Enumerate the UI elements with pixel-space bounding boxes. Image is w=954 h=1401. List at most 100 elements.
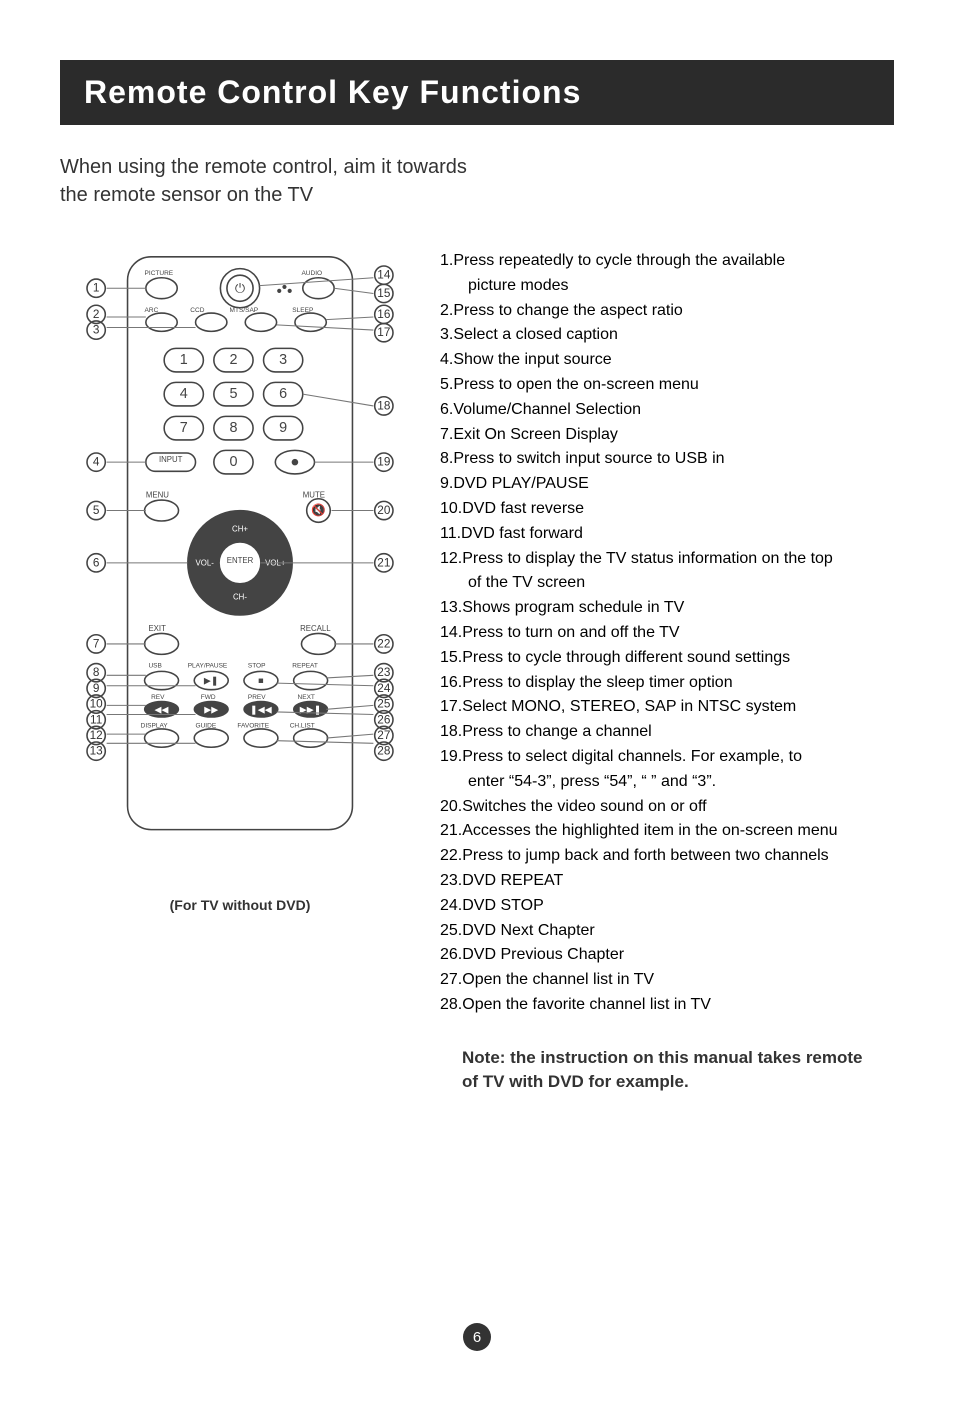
svg-text:10: 10 [90,698,104,711]
svg-text:■: ■ [258,676,264,686]
desc-line: 15.Press to cycle through different soun… [440,646,894,671]
svg-text:FWD: FWD [201,694,216,701]
desc-line: 3.Select a closed caption [440,323,894,348]
label-picture: PICTURE [145,270,174,277]
svg-text:22: 22 [377,637,390,650]
desc-line: 2.Press to change the aspect ratio [440,299,894,324]
arc-button [146,313,177,331]
svg-text:◀◀: ◀◀ [155,704,169,714]
desc-line: 18.Press to change a channel [440,720,894,745]
descriptions-column: 1.Press repeatedly to cycle through the … [440,249,894,1095]
note-text: Note: the instruction on this manual tak… [440,1046,880,1095]
svg-text:1: 1 [180,352,188,368]
desc-line: 12.Press to display the TV status inform… [440,547,894,572]
nav-vol-minus: VOL- [196,558,215,567]
svg-text:18: 18 [377,399,391,412]
desc-line: 14.Press to turn on and off the TV [440,621,894,646]
label-menu: MENU [146,490,169,499]
desc-line: 1.Press repeatedly to cycle through the … [440,249,894,274]
desc-line: of the TV screen [440,571,894,596]
svg-text:REPEAT: REPEAT [292,662,318,669]
svg-text:7: 7 [180,420,188,436]
page-number: 6 [463,1323,491,1351]
svg-text:5: 5 [229,386,237,402]
desc-line: 25.DVD Next Chapter [440,919,894,944]
page-root: Remote Control Key Functions When using … [0,0,954,1401]
label-arc: ARC [145,307,159,314]
svg-text:3: 3 [279,352,287,368]
svg-text:5: 5 [93,504,100,517]
label-mute: MUTE [303,490,325,499]
callouts-right: 14 15 16 17 18 19 20 21 22 23 24 25 26 2… [260,266,393,760]
svg-text:3: 3 [93,324,100,337]
led-dot-3 [288,290,291,293]
svg-text:13: 13 [90,745,104,758]
desc-line: 21.Accesses the highlighted item in the … [440,819,894,844]
nav-enter-label: ENTER [227,556,254,565]
svg-text:9: 9 [93,682,100,695]
exit-button [145,633,179,654]
desc-line: 24.DVD STOP [440,894,894,919]
svg-text:28: 28 [377,745,391,758]
svg-text:17: 17 [377,326,390,339]
svg-text:2: 2 [93,308,100,321]
svg-text:21: 21 [377,556,390,569]
svg-text:15: 15 [377,287,391,300]
nav-ch-minus: CH- [233,592,247,601]
svg-text:23: 23 [377,666,391,679]
svg-text:25: 25 [377,698,391,711]
svg-text:12: 12 [90,729,103,742]
svg-text:11: 11 [90,713,102,726]
desc-line: 20.Switches the video sound on or off [440,795,894,820]
menu-button [145,500,179,521]
desc-line: enter “54-3”, press “54”, “ ” and “3”. [440,770,894,795]
svg-text:NEXT: NEXT [298,694,315,701]
led-dot-2 [283,286,286,289]
label-audio: AUDIO [301,270,322,277]
desc-line: 27.Open the channel list in TV [440,968,894,993]
remote-svg: PICTURE ⏻ AUDIO ARC CCD MTS/SAP SLEEP [70,249,410,877]
svg-text:20: 20 [377,504,391,517]
desc-line: 5.Press to open the on-screen menu [440,373,894,398]
desc-line: 23.DVD REPEAT [440,869,894,894]
svg-text:4: 4 [93,456,100,469]
desc-line: 8.Press to switch input source to USB in [440,447,894,472]
remote-diagram-column: PICTURE ⏻ AUDIO ARC CCD MTS/SAP SLEEP [60,249,420,1095]
desc-line: 28.Open the favorite channel list in TV [440,993,894,1018]
svg-text:▶▶: ▶▶ [204,704,218,714]
desc-line: 26.DVD Previous Chapter [440,943,894,968]
svg-text:PREV: PREV [248,694,266,701]
svg-text:4: 4 [180,386,188,402]
power-icon: ⏻ [235,281,245,296]
desc-line: picture modes [440,274,894,299]
svg-text:8: 8 [229,420,237,436]
svg-text:7: 7 [93,637,100,650]
svg-text:▶❚: ▶❚ [204,676,219,687]
ccd-button [196,313,227,331]
page-title: Remote Control Key Functions [60,60,894,125]
svg-text:0: 0 [229,454,237,470]
desc-line: 9.DVD PLAY/PAUSE [440,472,894,497]
label-ccd: CCD [190,307,204,314]
desc-line: 11.DVD fast forward [440,522,894,547]
desc-line: 6.Volume/Channel Selection [440,398,894,423]
svg-text:19: 19 [377,456,390,469]
recall-button [301,633,335,654]
picture-button [146,278,177,299]
svg-text:1: 1 [93,282,100,295]
svg-text:USB: USB [148,662,161,669]
nav-ch-plus: CH+ [232,524,248,533]
desc-line: 10.DVD fast reverse [440,497,894,522]
svg-text:PLAY/PAUSE: PLAY/PAUSE [188,662,228,669]
svg-text:26: 26 [377,713,391,726]
svg-text:INPUT: INPUT [159,455,183,464]
remote-caption: (For TV without DVD) [60,897,420,913]
svg-text:27: 27 [377,729,390,742]
svg-text:2: 2 [229,352,237,368]
desc-line: 19.Press to select digital channels. For… [440,745,894,770]
svg-text:9: 9 [279,420,287,436]
svg-text:REV: REV [151,694,165,701]
svg-text:6: 6 [93,556,100,569]
subtitle-text: When using the remote control, aim it to… [60,153,480,209]
desc-line: 17.Select MONO, STEREO, SAP in NTSC syst… [440,695,894,720]
